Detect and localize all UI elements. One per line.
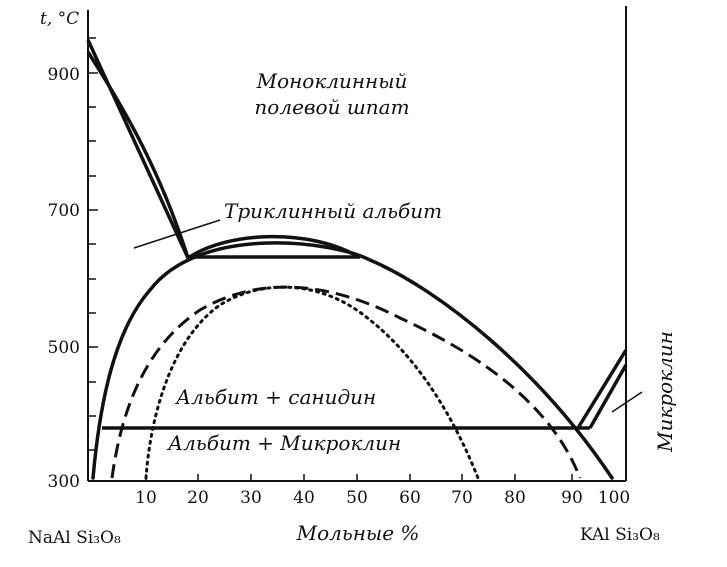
- x-tick-label-20: 20: [187, 488, 209, 508]
- solvus-curve: [91, 241, 614, 480]
- y-axis-title: t, °C: [40, 9, 79, 29]
- microcline-boundary-left: [576, 349, 628, 429]
- monoclinic-label-line1: Моноклинный: [256, 69, 408, 93]
- triclinic-albite-label: Триклинный альбит: [224, 199, 442, 223]
- x-ticks: [145, 474, 573, 481]
- x-tick-label-10: 10: [135, 488, 157, 508]
- left-compound-label: NaAl Si₃O₈: [28, 528, 121, 548]
- y-ticks: [88, 37, 98, 451]
- x-tick-label-30: 30: [240, 488, 262, 508]
- x-tick-label-100: 100: [598, 488, 630, 508]
- y-tick-label-700: 700: [48, 201, 80, 221]
- triclinic-albite-pointer: [133, 219, 221, 249]
- dotted-curve: [144, 285, 480, 480]
- microcline-boundary-right: [588, 364, 628, 429]
- microcline-label: Микроклин: [653, 331, 677, 453]
- x-tick-label-60: 60: [399, 488, 421, 508]
- y-tick-label-900: 900: [48, 65, 80, 85]
- albite-inner-boundary: [86, 51, 190, 259]
- x-tick-label-40: 40: [293, 488, 315, 508]
- monoclinic-label-line2: полевой шпат: [254, 95, 409, 119]
- x-tick-label-90: 90: [561, 488, 583, 508]
- x-tick-label-50: 50: [346, 488, 368, 508]
- monoclinic-triclinic-boundary: [186, 234, 357, 260]
- x-axis-title: Мольные %: [296, 521, 420, 545]
- albite-sanidine-label: Альбит + санидин: [174, 385, 376, 409]
- albite-microcline-label: Альбит + Микроклин: [166, 431, 401, 455]
- x-tick-label-80: 80: [504, 488, 526, 508]
- right-compound-label: KAl Si₃O₈: [580, 525, 660, 545]
- y-tick-label-300: 300: [48, 472, 80, 492]
- x-tick-label-70: 70: [451, 488, 473, 508]
- y-tick-label-500: 500: [48, 338, 80, 358]
- microcline-pointer: [611, 391, 643, 413]
